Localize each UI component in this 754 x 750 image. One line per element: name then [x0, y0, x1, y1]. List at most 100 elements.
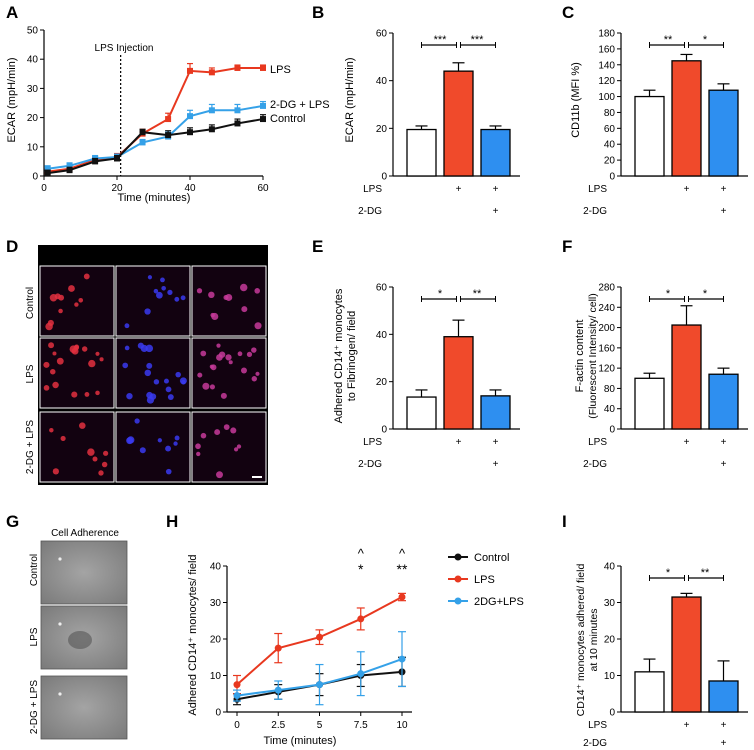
y-tick-label: 40: [27, 55, 39, 66]
cell: [58, 622, 62, 626]
sig-star: *: [358, 561, 364, 577]
data-point: [398, 593, 406, 601]
cell: [74, 302, 79, 307]
cell: [84, 392, 90, 397]
cell: [157, 438, 162, 443]
data-point: [357, 670, 365, 678]
micro-tile: [40, 540, 128, 605]
cell: [103, 450, 109, 456]
cell: [236, 444, 242, 449]
dg-sign: +: [493, 459, 499, 470]
cell: [145, 344, 154, 353]
scale-bar: [252, 476, 262, 478]
cell: [101, 461, 108, 468]
y-tick-label: 0: [609, 708, 615, 719]
dg-row-label: 2-DG: [358, 459, 382, 470]
cell-adherence-title: Cell Adherence: [51, 528, 119, 539]
x-tick-label: 2.5: [271, 720, 285, 731]
cell: [246, 351, 253, 357]
cell: [240, 367, 247, 374]
bar: [406, 396, 437, 430]
x-tick-label: 60: [257, 183, 269, 194]
bar: [671, 324, 702, 430]
panel-letter-F: F: [562, 237, 572, 256]
cell: [167, 289, 173, 296]
lps-sign: +: [493, 184, 499, 195]
y-axis-label: CD11b (MFI %): [570, 62, 582, 138]
y-tick-label: 120: [598, 364, 615, 375]
cell: [153, 379, 160, 385]
sig-label-left: *: [438, 288, 443, 300]
dg-sign: +: [721, 206, 727, 217]
y-tick-label: 30: [210, 598, 222, 609]
cell: [160, 277, 165, 283]
y-tick-label: 60: [376, 29, 388, 40]
cell: [71, 391, 78, 398]
cell: [52, 381, 59, 389]
cell: [95, 390, 100, 396]
cell: [127, 436, 135, 444]
bar: [708, 373, 739, 430]
col-header-factin: F-actin: [62, 251, 93, 262]
cell: [58, 308, 63, 314]
y-tick-label: 20: [27, 113, 39, 124]
micro-tile: [191, 265, 267, 337]
dg-row-label: 2-DG: [583, 206, 607, 217]
y-tick-label: 100: [598, 92, 615, 103]
y-tick-label: 60: [376, 283, 388, 294]
data-point: [139, 129, 146, 136]
y-tick-label: 40: [604, 404, 616, 415]
data-point: [165, 116, 172, 123]
lps-sign: +: [721, 184, 727, 195]
lps-sign: +: [721, 720, 727, 731]
cell: [239, 283, 248, 292]
bar: [480, 395, 511, 430]
cell: [254, 288, 261, 294]
data-point: [316, 681, 323, 689]
cell: [144, 308, 151, 315]
cell: [124, 323, 130, 329]
bar: [708, 89, 739, 177]
cell: [87, 448, 95, 456]
data-point: [187, 67, 193, 74]
row-label-control: Control: [29, 554, 40, 586]
y-tick-label: 40: [376, 76, 388, 87]
data-point: [357, 615, 365, 623]
cell: [174, 435, 180, 441]
cell: [209, 384, 215, 390]
cell: [48, 342, 55, 349]
cell: [124, 345, 130, 351]
series-line: [47, 118, 264, 175]
y-tick-label: 180: [598, 29, 615, 40]
data-point: [398, 655, 406, 663]
cell: [144, 369, 152, 377]
panel-letter-D: D: [6, 237, 18, 256]
data-point: [233, 692, 241, 700]
cell: [208, 291, 215, 299]
legend-lps: LPS: [474, 574, 495, 586]
cell: [79, 422, 86, 429]
y-tick-label: 240: [598, 303, 615, 314]
cell: [180, 295, 186, 301]
cell: [216, 343, 221, 348]
y-tick-label: 0: [381, 172, 387, 183]
sig-label-left: *: [666, 567, 671, 579]
row-label-2dg-lps: 2-DG + LPS: [25, 420, 36, 475]
y-tick-label: 20: [376, 124, 388, 135]
y-tick-label: 80: [604, 108, 616, 119]
legend-marker: [454, 575, 462, 583]
cell: [58, 557, 62, 561]
x-tick-label: 7.5: [354, 720, 368, 731]
sig-label-right: *: [703, 34, 708, 46]
panel-letter-C: C: [562, 3, 574, 22]
y-tick-label: 20: [604, 635, 616, 646]
cell: [137, 342, 144, 349]
data-point: [208, 69, 215, 76]
cell: [43, 361, 50, 368]
y-tick-label: 140: [598, 60, 615, 71]
cell: [43, 385, 50, 391]
cell: [200, 432, 207, 439]
bar: [671, 60, 702, 177]
